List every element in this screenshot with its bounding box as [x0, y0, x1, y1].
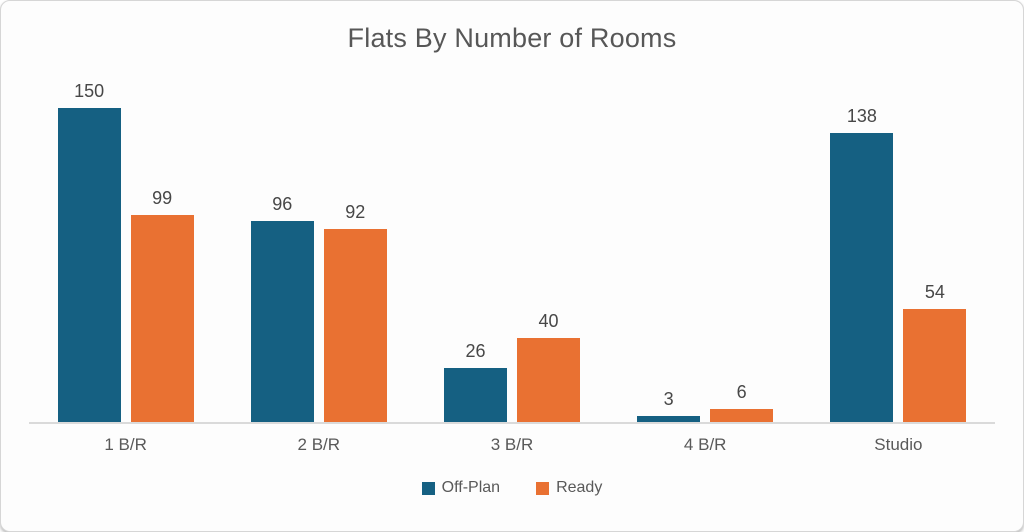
legend-label-ready: Ready — [556, 479, 603, 496]
bar-column-ready-studio: 54 — [903, 282, 967, 422]
value-label-off-plan-studio: 138 — [846, 106, 877, 127]
legend-swatch-icon-ready — [536, 481, 550, 495]
category-labels: 1 B/R 2 B/R 3 B/R 4 B/R Studio — [29, 435, 995, 455]
bar-group-3-b-r: 26 40 — [415, 311, 608, 422]
bar-ready-1-b-r — [130, 215, 194, 422]
bar-groups: 150 99 96 92 26 40 3 6 138 54 — [29, 81, 995, 424]
bar-ready-4-b-r — [710, 409, 774, 422]
bar-column-ready-4-b-r: 6 — [710, 382, 774, 422]
value-label-ready-3-b-r: 40 — [538, 311, 559, 332]
value-label-ready-2-b-r: 92 — [345, 202, 366, 223]
value-label-off-plan-3-b-r: 26 — [465, 341, 486, 362]
value-label-off-plan-2-b-r: 96 — [272, 194, 293, 215]
bar-off-plan-3-b-r — [443, 368, 507, 422]
value-label-off-plan-4-b-r: 3 — [663, 389, 674, 410]
bar-off-plan-4-b-r — [637, 416, 701, 422]
category-label-4-b-r: 4 B/R — [683, 435, 727, 454]
bar-off-plan-2-b-r — [250, 221, 314, 422]
category-label-1-b-r: 1 B/R — [104, 435, 147, 454]
bar-ready-2-b-r — [323, 229, 387, 422]
bar-off-plan-studio — [830, 133, 894, 422]
bar-column-off-plan-1-b-r: 150 — [57, 81, 121, 422]
bar-group-studio: 138 54 — [802, 106, 995, 422]
chart-title: Flats By Number of Rooms — [347, 23, 677, 53]
bar-column-ready-2-b-r: 92 — [323, 202, 387, 422]
legend-label-off-plan: Off-Plan — [441, 479, 501, 496]
bar-column-off-plan-2-b-r: 96 — [250, 194, 314, 422]
value-label-off-plan-1-b-r: 150 — [74, 81, 105, 102]
bar-ready-3-b-r — [516, 338, 580, 422]
legend: Off-Plan Ready — [1, 479, 1023, 497]
bar-column-off-plan-3-b-r: 26 — [443, 341, 507, 422]
category-label-3-b-r: 3 B/R — [490, 435, 534, 454]
legend-item-ready: Ready — [536, 479, 602, 497]
bar-group-2-b-r: 96 92 — [222, 194, 415, 422]
legend-item-off-plan: Off-Plan — [421, 479, 501, 497]
bar-column-ready-3-b-r: 40 — [516, 311, 580, 422]
bar-ready-studio — [903, 309, 967, 422]
bar-group-1-b-r: 150 99 — [29, 81, 222, 422]
bar-column-off-plan-4-b-r: 3 — [637, 389, 701, 422]
bar-column-off-plan-studio: 138 — [830, 106, 894, 422]
value-label-ready-studio: 54 — [924, 282, 945, 303]
value-label-ready-4-b-r: 6 — [736, 382, 747, 403]
category-label-2-b-r: 2 B/R — [297, 435, 341, 454]
bar-off-plan-1-b-r — [57, 108, 121, 422]
category-label-studio: Studio — [874, 435, 923, 454]
bar-column-ready-1-b-r: 99 — [130, 188, 194, 422]
value-label-ready-1-b-r: 99 — [152, 188, 173, 209]
plot-area: 150 99 96 92 26 40 3 6 138 54 1 B/R 2 B/R 3 B/R 4 B/… — [29, 81, 995, 455]
legend-swatch-icon-off-plan — [421, 481, 435, 495]
